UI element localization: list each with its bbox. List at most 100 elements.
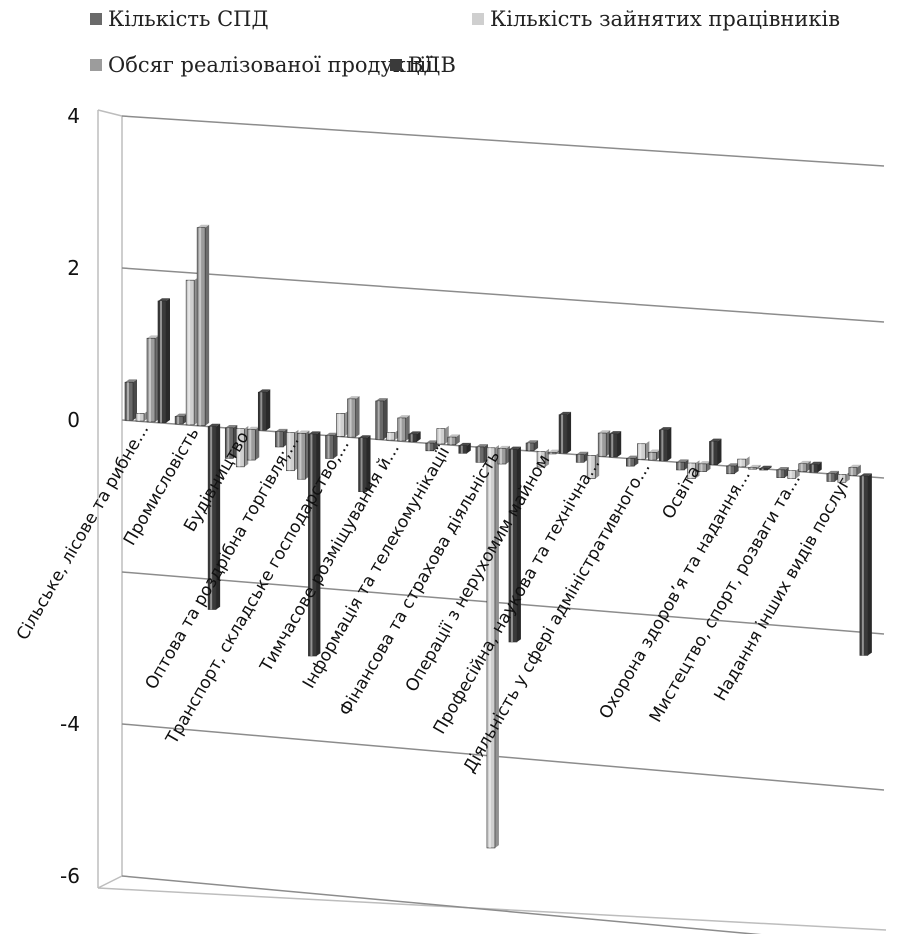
bar-highlight [628, 458, 631, 467]
bar-top [659, 427, 672, 430]
bar-top [336, 410, 349, 414]
legend-label: ВДВ [408, 53, 456, 77]
y-tick-label: -4 [60, 712, 80, 736]
bar-front [698, 463, 707, 472]
bar-front [157, 300, 167, 424]
bar-highlight [188, 280, 191, 425]
bar-highlight [800, 463, 803, 472]
bar-front [408, 433, 417, 443]
bar-front [275, 431, 284, 448]
bar-side [867, 473, 872, 656]
bar [525, 440, 539, 452]
bar-highlight [210, 426, 213, 610]
bar-top [576, 451, 589, 455]
bar-front [859, 475, 869, 656]
bar [676, 459, 689, 471]
bar-top [537, 448, 550, 452]
bar-highlight [149, 338, 151, 422]
bar-top [508, 446, 521, 450]
bar-front [196, 227, 206, 427]
bar [336, 410, 349, 437]
bar-front [759, 468, 768, 471]
bar-highlight [510, 449, 513, 642]
bar [358, 435, 371, 492]
bar-side [333, 432, 338, 459]
y-tick-label: -6 [60, 864, 80, 888]
bar-front [486, 447, 496, 849]
bar-highlight [700, 463, 703, 472]
bar [297, 430, 310, 480]
bar-front [174, 416, 184, 425]
bar-highlight [678, 462, 681, 470]
bar-side [255, 426, 260, 461]
bar [196, 224, 210, 427]
bar-side [567, 411, 572, 454]
bar-front [257, 391, 267, 431]
bar-front [124, 381, 134, 421]
bar-front [575, 454, 585, 463]
bar-side [266, 389, 271, 431]
bar-top [859, 473, 872, 477]
bar-highlight [739, 459, 742, 467]
bar-highlight [600, 433, 603, 457]
bar-front [837, 474, 847, 483]
bar [859, 473, 872, 656]
bar-front [809, 464, 819, 473]
bar-front [308, 433, 317, 657]
bar-highlight [427, 443, 430, 451]
bar-front [787, 470, 797, 479]
y-tick-label: 2 [67, 256, 80, 280]
bar-top [297, 430, 310, 434]
bar-top [375, 398, 388, 401]
bar-front [687, 462, 696, 479]
bar-top [225, 425, 238, 428]
bar-highlight [828, 473, 831, 482]
bar-front [536, 451, 546, 468]
bar-side [466, 442, 471, 454]
bar-side [216, 423, 221, 610]
bar-highlight [449, 437, 452, 445]
bar-top [798, 460, 811, 464]
bar-highlight [728, 466, 731, 474]
bar-top [425, 440, 438, 444]
bar-highlight [477, 446, 480, 463]
bar-side [366, 435, 371, 492]
bar-top [548, 449, 561, 453]
bar-highlight [310, 434, 313, 657]
bar-front [207, 426, 217, 610]
bar-top [737, 456, 750, 460]
bar-highlight [127, 382, 129, 421]
bar-highlight [138, 413, 140, 422]
bar-top [325, 432, 338, 436]
bar-highlight [839, 474, 842, 483]
bar-top [698, 461, 711, 464]
bar [575, 451, 589, 463]
bar-top [648, 449, 661, 453]
bar [597, 430, 611, 457]
bar-front [558, 414, 568, 454]
bar-highlight [539, 451, 542, 468]
bar-front [347, 398, 356, 438]
bar-front [709, 441, 718, 466]
bar-top [776, 467, 789, 470]
gridline [121, 723, 885, 791]
bar-side [717, 438, 722, 465]
bar-top [587, 452, 600, 456]
bar [709, 438, 722, 466]
bar-highlight [227, 427, 230, 459]
bar-top [408, 431, 421, 435]
bar-top [676, 459, 689, 463]
bar-highlight [410, 434, 413, 442]
bar-top [158, 298, 170, 301]
bar [486, 444, 499, 849]
bar [257, 389, 271, 431]
bar [737, 456, 750, 468]
bar [146, 335, 159, 423]
bar [124, 379, 137, 421]
bar-side [745, 456, 750, 467]
bar [375, 398, 388, 440]
bar-front [286, 432, 295, 472]
bar-highlight [528, 443, 531, 451]
bar-side [416, 431, 421, 442]
